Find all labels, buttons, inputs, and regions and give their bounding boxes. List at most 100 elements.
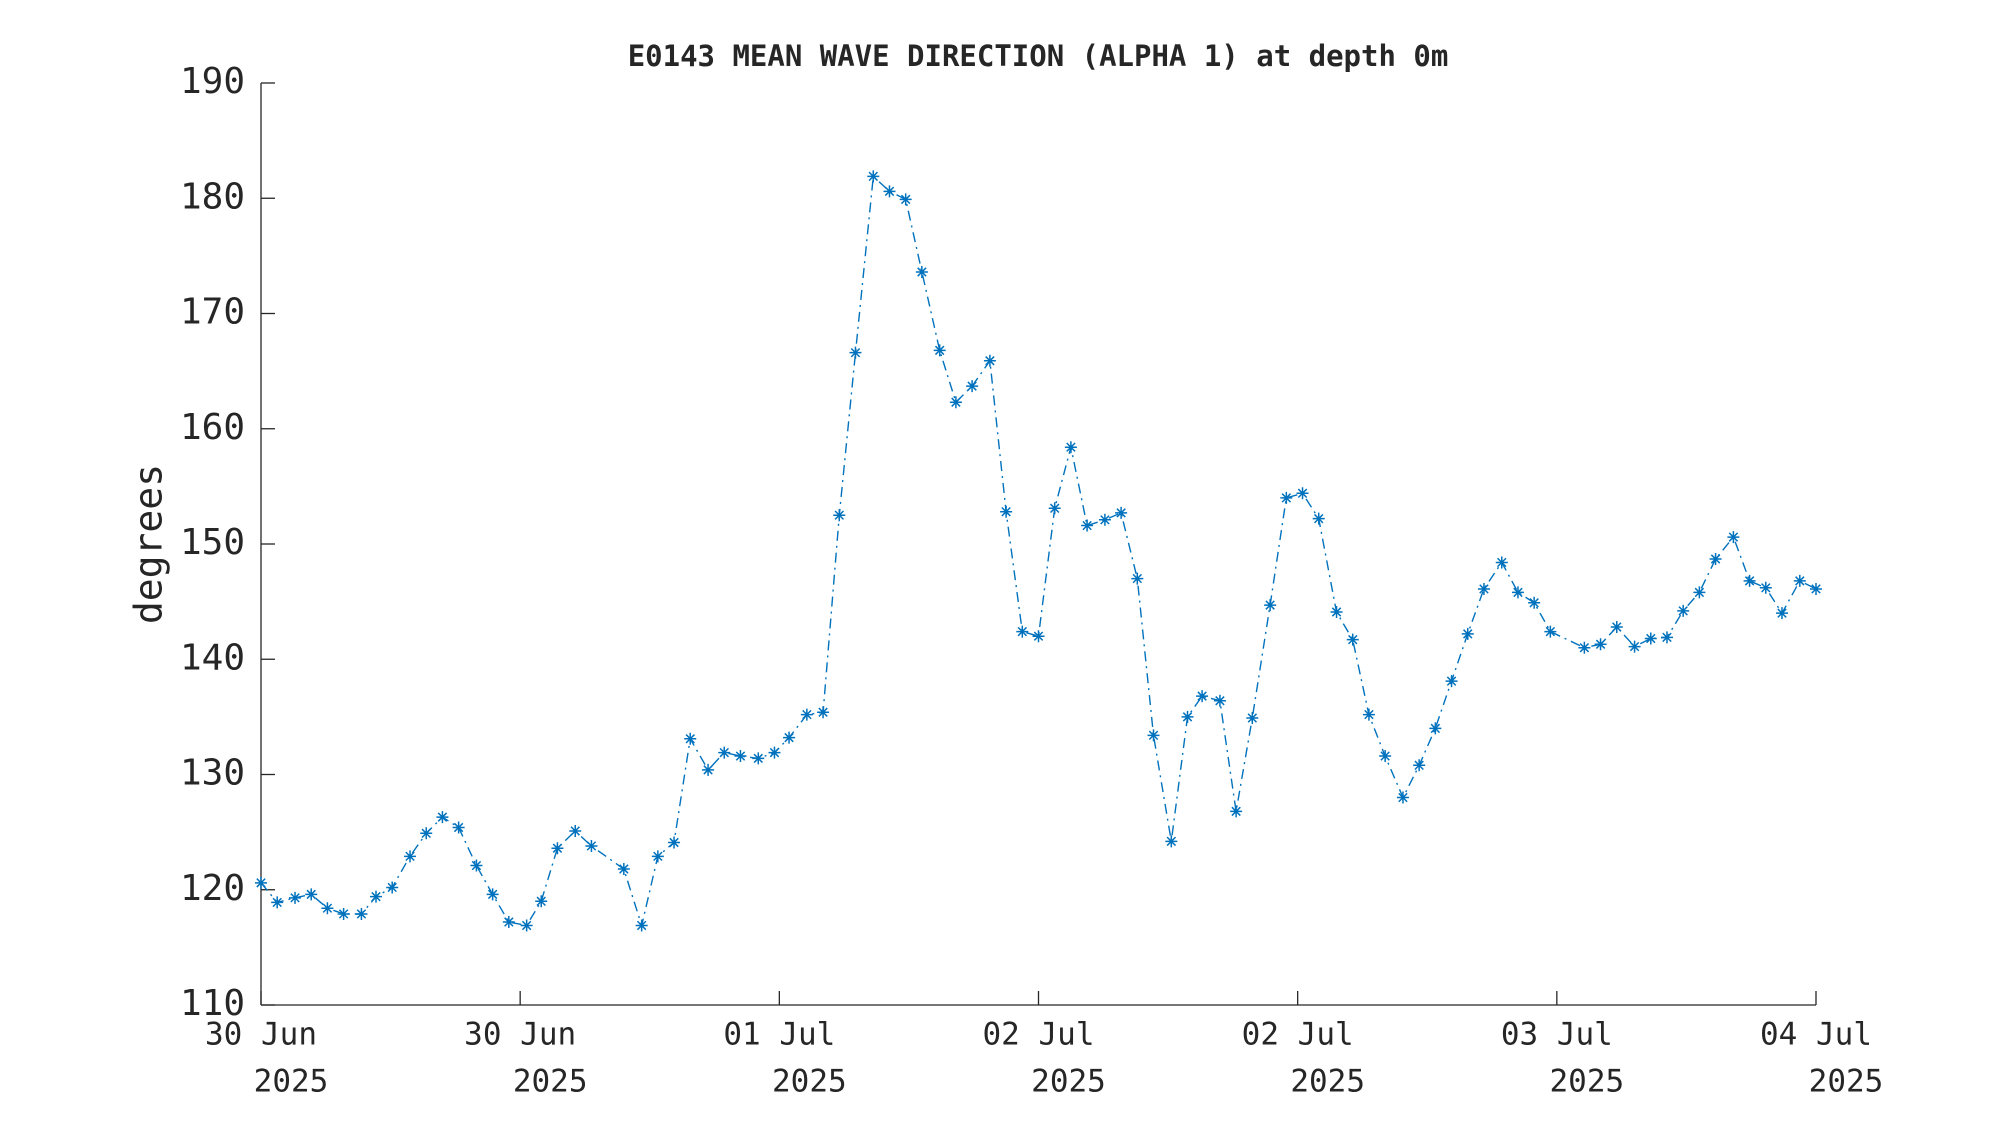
x-tick-label: 30 Jun (464, 1017, 576, 1053)
x-tick-label: 03 Jul (1501, 1017, 1613, 1053)
chart-title: E0143 MEAN WAVE DIRECTION (ALPHA 1) at d… (628, 39, 1449, 73)
marker (289, 891, 302, 904)
x-tick-label: 01 Jul (723, 1017, 835, 1053)
marker (1312, 512, 1325, 525)
marker (867, 170, 880, 183)
marker (752, 752, 765, 765)
marker (1131, 572, 1144, 585)
marker (983, 354, 996, 367)
x-tick-label: 2025 (1809, 1064, 1884, 1100)
marker (1165, 835, 1178, 848)
marker (1743, 574, 1756, 587)
marker (337, 907, 350, 920)
marker (470, 859, 483, 872)
marker (1495, 556, 1508, 569)
marker (1346, 633, 1359, 646)
marker (1511, 586, 1524, 599)
marker (305, 888, 318, 901)
x-tick-label: 30 Jun (205, 1017, 317, 1053)
marker (1709, 552, 1722, 565)
marker (1396, 791, 1409, 804)
marker (1727, 531, 1740, 544)
marker (1461, 627, 1474, 640)
marker (718, 746, 731, 759)
marker (520, 919, 533, 932)
x-tick-label: 2025 (772, 1064, 847, 1100)
marker (800, 708, 813, 721)
marker (966, 380, 979, 393)
y-tick-label: 180 (180, 176, 245, 217)
marker (899, 193, 912, 206)
marker (1628, 640, 1641, 653)
y-tick-label: 120 (180, 868, 245, 909)
marker (1544, 625, 1557, 638)
marker (1693, 586, 1706, 599)
marker (1594, 638, 1607, 651)
marker (617, 863, 630, 876)
marker (849, 346, 862, 359)
x-tick-label: 02 Jul (983, 1017, 1095, 1053)
marker (933, 344, 946, 357)
marker (1330, 605, 1343, 618)
marker (1081, 519, 1094, 532)
x-tick-label: 2025 (254, 1064, 329, 1100)
marker (1528, 596, 1541, 609)
marker (1213, 694, 1226, 707)
marker (321, 902, 334, 915)
marker (355, 907, 368, 920)
marker (1793, 574, 1806, 587)
marker (1230, 805, 1243, 818)
marker (1810, 582, 1822, 595)
marker (404, 850, 417, 863)
marker (1000, 505, 1013, 518)
marker (635, 919, 648, 932)
x-tick-label: 04 Jul (1760, 1017, 1872, 1053)
marker (1064, 441, 1077, 454)
marker (883, 185, 896, 198)
marker (386, 881, 399, 894)
marker (1379, 750, 1392, 763)
marker (1429, 722, 1442, 735)
marker (702, 763, 715, 776)
marker (569, 824, 582, 837)
marker (1098, 513, 1111, 526)
y-axis-label: degrees (127, 464, 171, 624)
marker (585, 839, 598, 852)
marker (255, 876, 267, 889)
y-tick-label: 110 (180, 983, 245, 1024)
marker (1264, 599, 1277, 612)
marker (1196, 690, 1209, 703)
series-line (260, 174, 1817, 929)
marker (833, 509, 846, 522)
x-tick-label: 2025 (1290, 1064, 1365, 1100)
marker (452, 821, 465, 834)
marker (1181, 710, 1194, 723)
x-tick-label: 2025 (513, 1064, 588, 1100)
y-tick-label: 160 (180, 407, 245, 448)
marker (1032, 630, 1045, 643)
marker (1115, 506, 1128, 519)
marker (1445, 675, 1458, 688)
marker (915, 266, 928, 279)
marker (1362, 708, 1375, 721)
marker (1048, 502, 1061, 515)
marker (1610, 620, 1623, 633)
marker (271, 896, 284, 909)
marker (817, 706, 830, 719)
marker (436, 811, 449, 824)
marker (502, 916, 515, 929)
marker (783, 731, 796, 744)
marker (420, 827, 433, 840)
marker (651, 850, 664, 863)
y-tick-label: 140 (180, 637, 245, 678)
x-tick-label: 2025 (1550, 1064, 1625, 1100)
x-tick-label: 2025 (1031, 1064, 1106, 1100)
marker (1660, 631, 1673, 644)
marker (486, 888, 499, 901)
x-tick-label: 02 Jul (1242, 1017, 1354, 1053)
marker (1644, 632, 1657, 645)
marker (1759, 581, 1772, 594)
marker (370, 890, 383, 903)
y-tick-label: 130 (180, 753, 245, 794)
marker (1246, 712, 1259, 725)
